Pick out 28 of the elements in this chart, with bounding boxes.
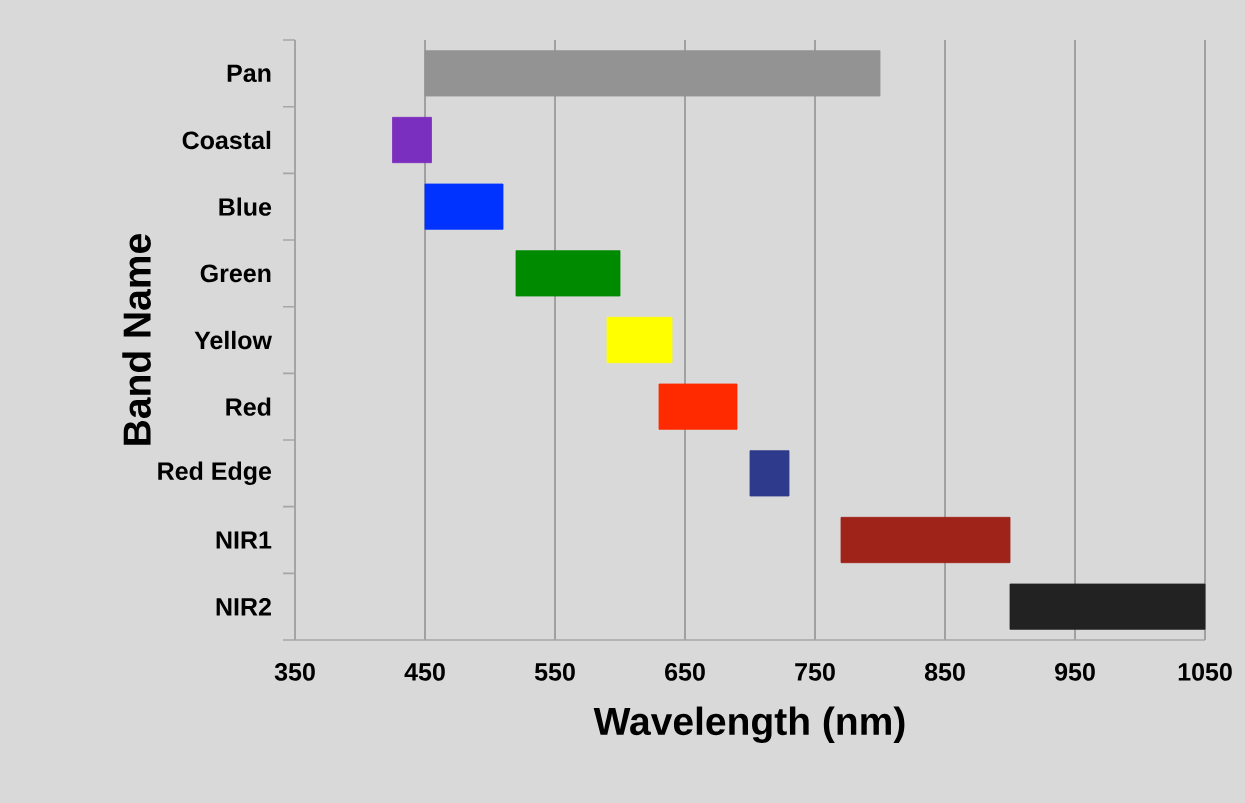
- x-tick-label: 450: [404, 663, 445, 681]
- x-tick-label: 650: [665, 663, 705, 681]
- x-tick-label: 350: [274, 663, 315, 681]
- bar: [424, 183, 504, 230]
- y-tick-label: Blue: [219, 197, 272, 216]
- y-tick-label: NIR1: [216, 531, 272, 549]
- bar: [424, 50, 881, 97]
- y-tick-label: Coastal: [182, 130, 271, 150]
- bar: [515, 250, 621, 297]
- bar: [606, 316, 673, 364]
- x-tick-label: 1050: [1178, 663, 1232, 681]
- bar: [749, 450, 790, 497]
- y-tick-label: Red: [226, 397, 271, 416]
- y-tick-label: Pan: [227, 64, 271, 83]
- y-tick-label: Green: [200, 264, 271, 283]
- bar: [840, 516, 1011, 564]
- x-tick-label: 750: [795, 663, 835, 681]
- x-tick-label: 850: [924, 663, 965, 681]
- x-tick-label: 550: [534, 663, 575, 681]
- y-axis-title: Band Name: [122, 234, 151, 445]
- y-tick-label: Yellow: [194, 330, 272, 350]
- x-tick-label: 950: [1055, 663, 1095, 681]
- bar: [1009, 583, 1206, 630]
- bar: [658, 383, 738, 430]
- y-tick-label: NIR2: [216, 597, 271, 616]
- bar: [392, 116, 432, 164]
- y-tick-label: Red Edge: [158, 461, 272, 486]
- x-axis-title: Wavelength (nm): [593, 706, 905, 744]
